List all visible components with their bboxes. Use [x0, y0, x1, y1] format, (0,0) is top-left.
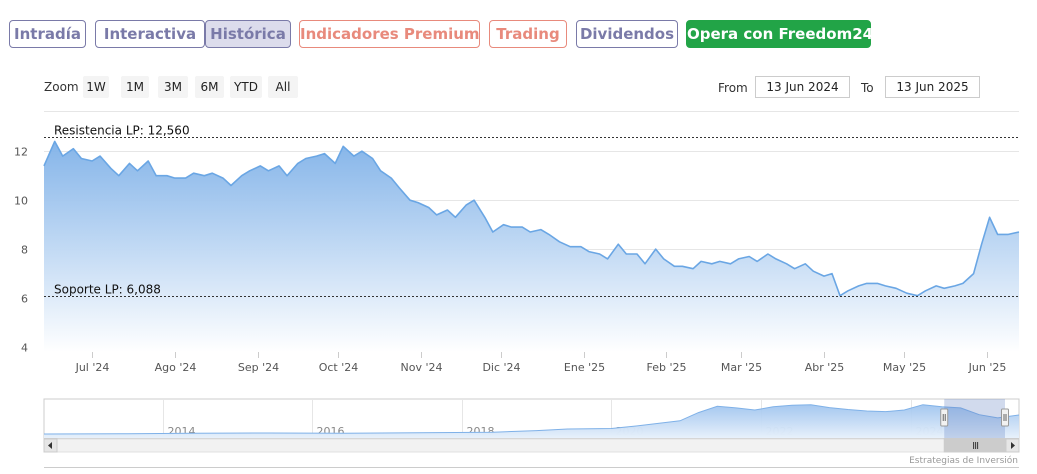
price-area: [44, 141, 1019, 352]
zoom-button-all[interactable]: All: [268, 76, 298, 98]
price-line: [43, 140, 1020, 297]
y-tick-label: 6: [21, 293, 28, 306]
x-tick-label: Jun '25: [968, 361, 1007, 374]
navigator-year-label: 2014: [168, 425, 196, 438]
to-label: To: [861, 81, 874, 95]
from-label: From: [718, 81, 748, 95]
support-line-label: Soporte LP: 6,088: [54, 283, 161, 297]
x-tick-label: Ago '24: [155, 361, 197, 374]
x-tick-label: Abr '25: [805, 361, 845, 374]
x-tick-label: Oct '24: [319, 361, 359, 374]
zoom-button-1m[interactable]: 1M: [121, 76, 149, 98]
to-date-input[interactable]: 13 Jun 2025: [885, 76, 980, 98]
navigator-area: [44, 404, 1019, 438]
y-tick-label: 12: [14, 146, 28, 159]
freedom24-button[interactable]: Opera con Freedom24: [686, 20, 873, 48]
y-tick-label: 8: [21, 244, 28, 257]
tab-intradia[interactable]: Intradía: [9, 20, 86, 48]
x-tick-label: Jul '24: [75, 361, 110, 374]
zoom-label: Zoom: [44, 80, 79, 94]
x-tick-label: Sep '24: [238, 361, 279, 374]
tab-interactiva[interactable]: Interactiva: [95, 20, 205, 48]
x-tick-label: May '25: [883, 361, 926, 374]
zoom-button-6m[interactable]: 6M: [195, 76, 224, 98]
tab-historica[interactable]: Histórica: [205, 20, 291, 48]
scrollbar-track: [43, 438, 1020, 453]
tab-trading[interactable]: Trading: [489, 20, 567, 48]
scrollbar-right-button[interactable]: [1005, 438, 1020, 453]
x-tick-label: Mar '25: [721, 361, 762, 374]
navigator-handle-right[interactable]: [1001, 408, 1009, 427]
x-tick-label: Dic '24: [482, 361, 520, 374]
zoom-button-1w[interactable]: 1W: [83, 76, 109, 98]
scroll-right-icon: [1011, 442, 1015, 449]
scrollbar-left-button[interactable]: [43, 438, 58, 453]
navigator-year-label: 2016: [317, 425, 345, 438]
navigator-frame: [43, 398, 1020, 439]
navigator-year-label: 2024: [916, 425, 944, 438]
x-tick-label: Nov '24: [401, 361, 443, 374]
resistance-line-label: Resistencia LP: 12,560: [54, 124, 190, 138]
x-tick-label: Ene '25: [564, 361, 605, 374]
y-tick-label: 10: [14, 195, 28, 208]
from-date-input[interactable]: 13 Jun 2024: [755, 76, 850, 98]
credits-text: Estrategias de Inversión: [909, 455, 1018, 466]
zoom-button-3m[interactable]: 3M: [158, 76, 188, 98]
navigator-handle-left[interactable]: [940, 408, 949, 427]
navigator-line: [43, 404, 1020, 435]
navigator-year-label: 2020: [616, 425, 644, 438]
y-tick-label: 4: [21, 342, 28, 355]
x-tick-label: Feb '25: [647, 361, 687, 374]
zoom-button-ytd[interactable]: YTD: [230, 76, 262, 98]
scrollbar-thumb[interactable]: [943, 438, 1007, 453]
tab-dividendos[interactable]: Dividendos: [576, 20, 678, 48]
scroll-left-icon: [48, 442, 52, 449]
navigator-year-label: 2022: [766, 425, 794, 438]
navigator-selection: [944, 399, 1005, 438]
navigator-year-label: 2018: [467, 425, 495, 438]
tab-indicadores-premium[interactable]: Indicadores Premium: [299, 20, 480, 48]
